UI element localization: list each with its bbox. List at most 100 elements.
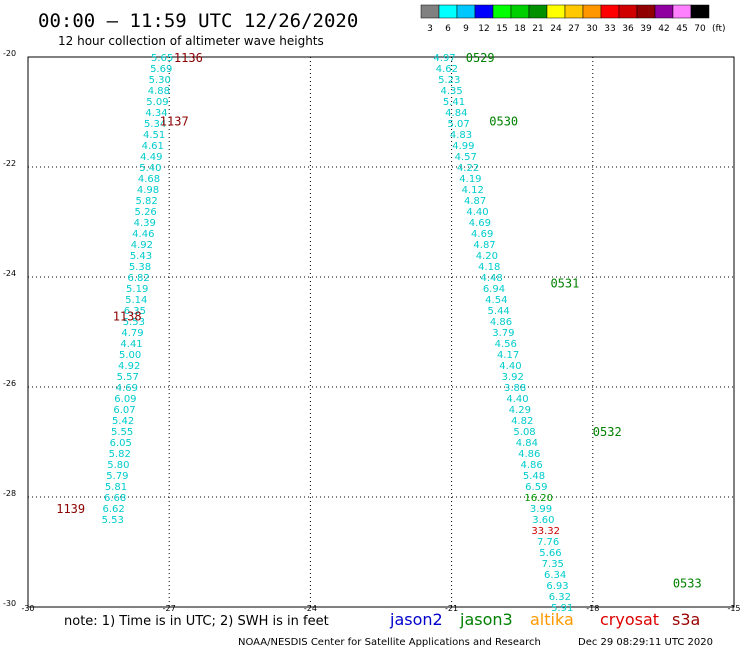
wave-height-label: 6.32: [549, 592, 571, 603]
x-tick-label: -18: [586, 604, 599, 613]
wave-height-label: 4.92: [131, 240, 153, 251]
wave-height-label: 7.76: [537, 537, 559, 548]
chart-title: 00:00 – 11:59 UTC 12/26/2020: [38, 10, 358, 32]
scale-label: 33: [604, 24, 615, 34]
scale-label: 3: [427, 24, 433, 34]
scale-swatch: [618, 4, 638, 19]
scale-label: 27: [568, 24, 579, 34]
wave-height-label: 4.83: [450, 130, 472, 141]
scale-swatch: [564, 4, 584, 19]
scale-label: 36: [622, 24, 634, 34]
wave-height-label: 4.22: [457, 163, 479, 174]
wave-height-label: 4.79: [121, 328, 143, 339]
wave-height-label: 4.57: [455, 152, 477, 163]
wave-height-label: 5.30: [149, 75, 171, 86]
wave-height-label: 16.20: [524, 493, 553, 504]
wave-height-label: 5.09: [146, 97, 168, 108]
wave-height-label: 6.68: [104, 493, 126, 504]
pass-id-label: 0529: [466, 51, 495, 65]
wave-height-label: 4.86: [520, 460, 542, 471]
wave-height-label: 5.14: [125, 295, 147, 306]
scale-swatch: [438, 4, 458, 19]
wave-height-label: 5.40: [139, 163, 161, 174]
wave-height-label: 4.86: [518, 449, 540, 460]
wave-height-label: 4.18: [478, 262, 500, 273]
wave-height-label: 4.69: [471, 229, 493, 240]
wave-height-label: 4.17: [497, 350, 519, 361]
footer-credit: NOAA/NESDIS Center for Satellite Applica…: [238, 637, 541, 648]
wave-height-label: 4.86: [490, 317, 512, 328]
wave-height-label: 5.91: [551, 603, 573, 614]
wave-height-label: 3.88: [504, 383, 526, 394]
footer-generated: Dec 29 08:29:11 UTC 2020: [578, 637, 713, 648]
scale-label: 70: [694, 24, 706, 34]
wave-height-label: 5.79: [106, 471, 128, 482]
pass-id-label: 0532: [593, 425, 622, 439]
wave-height-label: 5.57: [117, 372, 139, 383]
legend-item: jason3: [459, 610, 513, 629]
wave-height-label: 4.84: [445, 108, 467, 119]
wave-height-label: 4.92: [118, 361, 140, 372]
wave-height-label: 4.69: [116, 383, 138, 394]
scale-swatch: [672, 4, 692, 19]
wave-height-label: 4.40: [499, 361, 521, 372]
scale-swatch: [582, 4, 602, 19]
scale-label: 6: [445, 24, 451, 34]
y-tick-label: -24: [3, 269, 16, 278]
wave-height-label: 6.05: [110, 438, 132, 449]
wave-height-label: 5.42: [112, 416, 134, 427]
wave-height-label: 5.66: [539, 548, 561, 559]
pass-id-label: 0533: [673, 576, 702, 590]
wave-height-label: 5.07: [448, 119, 470, 130]
wave-height-label: 5.38: [129, 262, 151, 273]
wave-height-label: 6.82: [127, 273, 149, 284]
scale-swatch: [528, 4, 548, 19]
x-tick-label: -24: [304, 604, 317, 613]
scale-swatch: [546, 4, 566, 19]
scale-swatch: [420, 4, 440, 19]
wave-height-label: 3.92: [502, 372, 524, 383]
wave-height-label: 6.94: [483, 284, 505, 295]
plot-frame: [27, 56, 735, 608]
wave-height-label: 6.59: [525, 482, 547, 493]
chart-subtitle: 12 hour collection of altimeter wave hei…: [58, 34, 324, 48]
legend-item: s3a: [672, 610, 700, 629]
wave-height-label: 3.99: [530, 504, 552, 515]
legend-item: altika: [530, 610, 574, 629]
legend-item: jason2: [389, 610, 443, 629]
wave-height-label: 4.19: [459, 174, 481, 185]
scale-label: 9: [463, 24, 469, 34]
wave-height-label: 4.98: [137, 185, 159, 196]
legend-item: cryosat: [600, 610, 659, 629]
wave-height-label: 4.39: [134, 218, 156, 229]
wave-height-label: 5.23: [438, 75, 460, 86]
wave-height-label: 5.43: [130, 251, 152, 262]
wave-height-label: 5.55: [111, 427, 133, 438]
wave-height-label: 5.53: [102, 515, 124, 526]
wave-height-label: 5.69: [150, 64, 172, 75]
x-tick-label: -15: [727, 604, 740, 613]
wave-height-label: 5.41: [443, 97, 465, 108]
wave-height-label: 4.20: [476, 251, 498, 262]
wave-height-label: 4.51: [143, 130, 165, 141]
wave-height-label: 4.54: [485, 295, 507, 306]
scale-swatch: [474, 4, 494, 19]
scale-label: 15: [496, 24, 507, 34]
wave-height-label: 4.34: [145, 108, 167, 119]
wave-height-label: 4.87: [464, 196, 486, 207]
scale-label: 39: [640, 24, 652, 34]
wave-height-label: 4.12: [462, 185, 484, 196]
wave-height-label: 5.26: [135, 207, 157, 218]
grid: [28, 57, 734, 607]
wave-height-label: 4.29: [509, 405, 531, 416]
data-marks: 5.655.695.304.885.094.345.344.514.614.49…: [102, 53, 574, 614]
y-tick-label: -22: [3, 159, 16, 168]
wave-height-label: 5.53: [123, 317, 145, 328]
scale-swatch: [636, 4, 656, 19]
wave-height-label: 4.82: [511, 416, 533, 427]
x-tick-label: -30: [21, 604, 34, 613]
y-tick-label: -30: [3, 599, 16, 608]
pass-id-label: 1136: [174, 51, 203, 65]
pass-labels: 1136 1137 1138 1139 0529 0530 0531 0532 0533: [56, 51, 701, 590]
scale-swatch: [510, 4, 530, 19]
